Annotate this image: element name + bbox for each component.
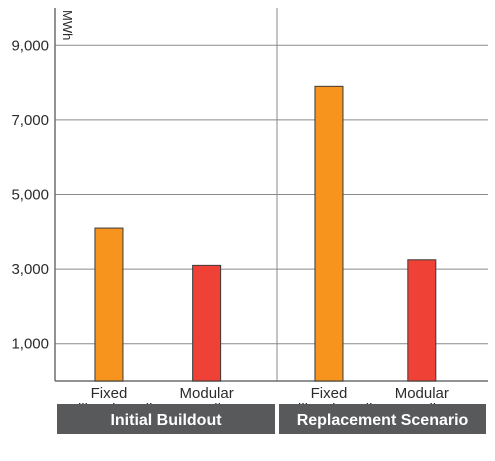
- bar: [192, 264, 222, 382]
- x-category-label: Modular: [395, 385, 449, 402]
- y-tick-label: 5,000: [11, 187, 49, 204]
- bar: [407, 259, 437, 382]
- y-tick-label: 7,000: [11, 112, 49, 129]
- bar: [314, 85, 344, 382]
- x-category-label: Fixed: [311, 385, 348, 402]
- group-band: [57, 404, 275, 434]
- x-category-label: Fixed: [91, 385, 128, 402]
- y-tick-label: 3,000: [11, 261, 49, 278]
- x-category-label: Modular: [180, 385, 234, 402]
- group-label: Initial Buildout: [110, 412, 222, 429]
- group-label: Replacement Scenario: [297, 412, 469, 429]
- y-unit-label: MWh: [60, 10, 75, 40]
- group-band: [279, 404, 486, 434]
- y-tick-label: 9,000: [11, 37, 49, 54]
- bar: [94, 227, 124, 382]
- y-tick-label: 1,000: [11, 336, 49, 353]
